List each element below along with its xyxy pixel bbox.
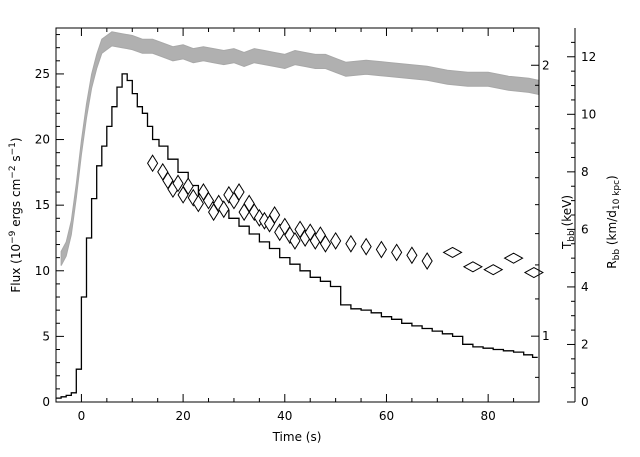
flux-histogram bbox=[56, 73, 538, 399]
radius-diamond bbox=[192, 194, 204, 213]
radius-series-layer bbox=[147, 154, 544, 279]
radius-diamond bbox=[406, 246, 418, 265]
temperature-tick-label: 1 bbox=[542, 329, 550, 343]
radius-diamond bbox=[172, 174, 184, 193]
radius-diamond bbox=[218, 200, 230, 219]
radius-tick-label: 4 bbox=[581, 280, 589, 294]
left-y-tick-label: 0 bbox=[42, 395, 50, 409]
x-tick-label: 40 bbox=[277, 409, 292, 423]
x-tick-label: 20 bbox=[175, 409, 190, 423]
radius-tick-label: 0 bbox=[581, 395, 589, 409]
left-y-tick-label: 15 bbox=[35, 198, 50, 212]
radius-diamond bbox=[269, 206, 281, 224]
radius-axis-label: Rbb (km/d10 kpc) bbox=[605, 175, 622, 268]
left-y-tick-label: 10 bbox=[35, 264, 50, 278]
radius-tick-label: 2 bbox=[581, 337, 589, 351]
radius-diamond bbox=[391, 243, 403, 262]
radius-diamond bbox=[319, 234, 332, 253]
radius-diamond bbox=[503, 252, 524, 264]
radius-tick-label: 8 bbox=[581, 165, 589, 179]
x-tick-label: 60 bbox=[379, 409, 394, 423]
radius-tick-label: 12 bbox=[581, 50, 596, 64]
left-y-tick-label: 20 bbox=[35, 133, 50, 147]
radius-diamond bbox=[330, 231, 342, 250]
flux-series-layer bbox=[56, 73, 538, 399]
temperature-axis-label: Tbb (keV) bbox=[560, 195, 577, 250]
left-y-axis-label: Flux (10−9 ergs cm−2 s−1) bbox=[8, 137, 23, 292]
radius-diamond bbox=[421, 252, 433, 270]
temperature-tick-label: 2 bbox=[542, 58, 550, 72]
left-y-tick-label: 25 bbox=[35, 67, 50, 81]
radius-diamond bbox=[483, 264, 504, 276]
radius-tick-label: 10 bbox=[581, 107, 596, 121]
x-tick-label: 80 bbox=[481, 409, 496, 423]
radius-diamond bbox=[233, 183, 245, 201]
radius-diamond bbox=[147, 154, 159, 173]
plot-frame bbox=[55, 27, 540, 403]
radius-diamond bbox=[202, 191, 215, 210]
x-axis-label: Time (s) bbox=[272, 430, 322, 444]
radius-diamond bbox=[182, 177, 194, 196]
radius-diamond bbox=[375, 240, 387, 259]
radius-diamond bbox=[345, 234, 357, 253]
left-y-tick-label: 5 bbox=[42, 329, 50, 343]
x-tick-label: 0 bbox=[78, 409, 86, 423]
radius-diamond bbox=[289, 231, 301, 250]
radius-tick-label: 6 bbox=[581, 222, 589, 236]
radius-diamond bbox=[523, 266, 544, 279]
radius-diamond bbox=[360, 237, 372, 256]
radius-diamond bbox=[442, 246, 463, 258]
radius-diamond bbox=[462, 261, 483, 273]
